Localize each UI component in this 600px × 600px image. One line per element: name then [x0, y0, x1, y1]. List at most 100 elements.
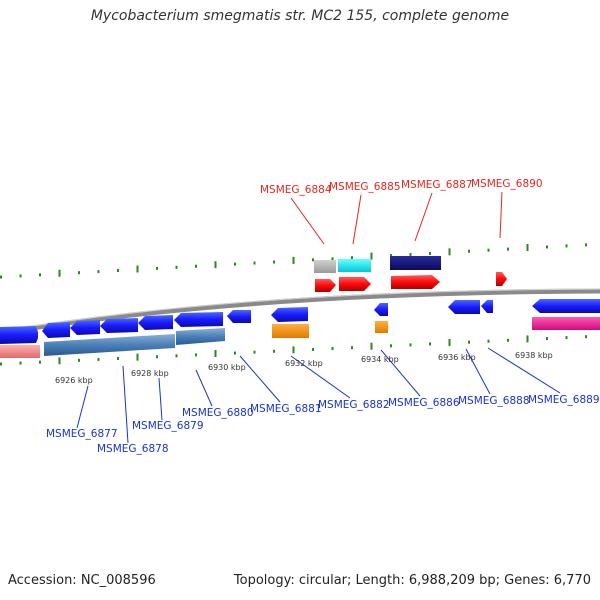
axis-tick-label: 6926 kbp — [55, 376, 93, 385]
label-leader-line — [352, 194, 362, 245]
outer-tick — [331, 257, 334, 261]
label-leader-line — [290, 197, 325, 245]
genome-backbone-highlight — [0, 288, 600, 332]
inner-tick — [175, 354, 178, 358]
label-leader-line — [122, 365, 129, 444]
gene-block-gray[interactable] — [314, 260, 336, 273]
gene-arrow-msmeg-6890[interactable] — [496, 272, 507, 286]
outer-tick — [448, 248, 451, 256]
outer-tick — [351, 256, 353, 260]
gene-arrow-msmeg-6882[interactable] — [271, 307, 308, 322]
gene-block-orange-2[interactable] — [375, 321, 388, 333]
map-title: Mycobacterium smegmatis str. MC2 155, co… — [90, 8, 510, 24]
gene-arrow-msmeg-6879b[interactable] — [100, 318, 138, 333]
gene-block-magenta[interactable] — [532, 317, 600, 330]
outer-tick — [526, 244, 529, 252]
accession-text: Accession: NC_008596 — [8, 573, 156, 588]
axis-tick-label: 6938 kbp — [515, 351, 553, 360]
inner-tick — [429, 342, 431, 346]
outer-tick — [156, 266, 158, 270]
gene-block-navy[interactable] — [390, 256, 441, 270]
outer-tick — [195, 264, 197, 268]
outer-tick — [468, 249, 470, 253]
gene-arrow-msmeg-6878[interactable] — [42, 322, 70, 338]
gene-label[interactable]: MSMEG_6889 — [528, 394, 600, 406]
gene-arrow-msmeg-6888b[interactable] — [481, 300, 493, 313]
gene-label[interactable]: MSMEG_6882 — [318, 399, 390, 411]
gene-arrow-msmeg-6881[interactable] — [227, 310, 251, 323]
axis-tick-label: 6932 kbp — [285, 359, 323, 368]
inner-tick — [214, 349, 217, 357]
gene-label[interactable]: MSMEG_6890 — [471, 178, 543, 190]
label-leader-line — [487, 347, 561, 394]
outer-tick — [19, 274, 22, 278]
gene-label[interactable]: MSMEG_6881 — [250, 403, 322, 415]
outer-tick-marks — [0, 243, 587, 279]
gene-arrow-msmeg-6886[interactable] — [374, 303, 388, 316]
axis-tick-label: 6934 kbp — [361, 355, 399, 364]
gene-arrow-msmeg-6880[interactable] — [138, 315, 173, 330]
gene-arrow-msmeg-6889[interactable] — [532, 299, 600, 313]
gene-label[interactable]: MSMEG_6887 — [401, 179, 473, 191]
inner-tick — [526, 335, 529, 343]
inner-tick — [409, 343, 412, 347]
gene-block-cyan[interactable] — [338, 259, 371, 272]
genome-summary-text: Topology: circular; Length: 6,988,209 bp… — [233, 573, 591, 588]
outer-tick — [0, 275, 2, 279]
inner-tick — [0, 362, 2, 366]
inner-tick — [19, 361, 22, 365]
inner-tick — [78, 358, 80, 362]
label-leader-line — [158, 377, 163, 421]
outer-tick — [429, 251, 431, 255]
gene-arrow-msmeg-6887[interactable] — [391, 275, 440, 289]
gene-label[interactable]: MSMEG_6885 — [329, 181, 401, 193]
inner-tick — [253, 350, 256, 354]
inner-tick — [58, 357, 61, 365]
gene-label[interactable]: MSMEG_6879 — [132, 420, 204, 432]
gene-label[interactable]: MSMEG_6884 — [260, 184, 332, 196]
label-leader-line — [195, 369, 213, 407]
outer-tick — [370, 252, 373, 260]
inner-tick-marks — [0, 335, 587, 366]
outer-tick — [39, 273, 41, 277]
gene-arrow-msmeg-6888a[interactable] — [448, 300, 480, 314]
outer-tick — [312, 258, 314, 262]
inner-tick — [195, 353, 197, 357]
outer-tick — [546, 245, 548, 249]
inner-tick — [117, 357, 119, 361]
gene-label[interactable]: MSMEG_6886 — [388, 397, 460, 409]
outer-tick — [97, 270, 100, 274]
gene-arrow-msmeg-6877[interactable] — [0, 326, 38, 344]
gene-label[interactable]: MSMEG_6878 — [97, 443, 169, 455]
outer-tick — [507, 247, 509, 251]
gene-block-pink[interactable] — [0, 345, 40, 358]
outer-tick — [175, 265, 178, 269]
gene-label[interactable]: MSMEG_6888 — [458, 395, 530, 407]
gene-block-steel-1[interactable] — [44, 334, 175, 356]
inner-tick — [331, 347, 334, 351]
gene-arrow-msmeg-6880b[interactable] — [174, 312, 223, 327]
axis-tick-label: 6928 kbp — [131, 369, 169, 378]
gene-block-orange-1[interactable] — [272, 324, 309, 338]
gene-label[interactable]: MSMEG_6880 — [182, 407, 254, 419]
inner-tick — [468, 340, 470, 344]
inner-tick — [370, 342, 373, 350]
inner-tick — [448, 339, 451, 347]
inner-tick — [487, 339, 490, 343]
outer-tick — [117, 269, 119, 273]
inner-tick — [156, 355, 158, 359]
label-leader-line — [239, 355, 281, 403]
gene-label[interactable]: MSMEG_6877 — [46, 428, 118, 440]
gene-block-steel-2[interactable] — [176, 328, 225, 345]
outer-tick — [253, 261, 256, 265]
gene-arrow-msmeg-6885[interactable] — [339, 277, 371, 291]
inner-tick — [292, 346, 295, 354]
axis-tick-label: 6936 kbp — [438, 353, 476, 362]
gene-arrow-msmeg-6879a[interactable] — [70, 320, 100, 335]
gene-arrow-msmeg-6884[interactable] — [315, 279, 336, 292]
inner-tick — [546, 337, 548, 341]
inner-tick — [234, 351, 236, 355]
inner-tick — [136, 353, 139, 361]
outer-tick — [292, 256, 295, 264]
